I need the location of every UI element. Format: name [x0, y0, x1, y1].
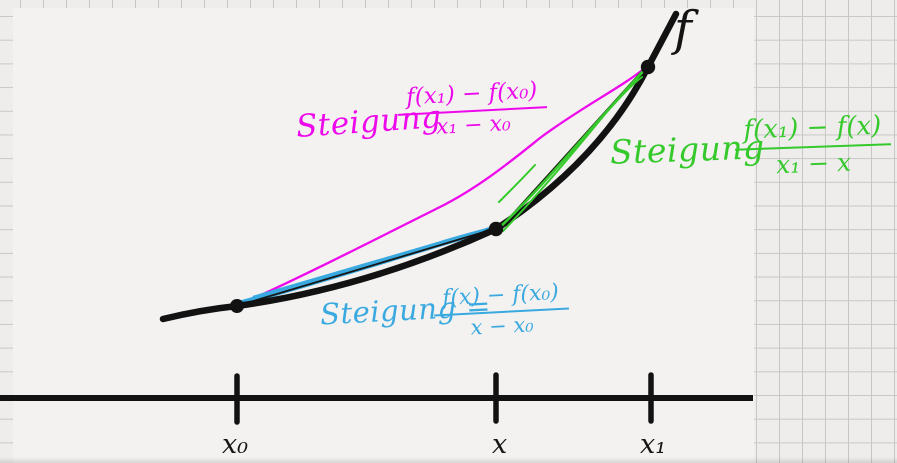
slope-fraction-right-secant: f(x₁) − f(x) x₁ − x	[733, 111, 892, 179]
fraction-denominator: x₁ − x	[775, 147, 852, 179]
function-curve	[159, 10, 680, 323]
slope-fraction-left-secant: f(x) − f(x₀) x − x₀	[432, 280, 570, 342]
function-label: f	[674, 1, 692, 57]
secant-full-line	[237, 66, 647, 307]
secant-right-branch	[498, 164, 536, 203]
axis-label-x: x	[492, 429, 508, 460]
fraction-numerator: f(x) − f(x₀)	[432, 280, 569, 317]
secant-left-highlight-2	[252, 232, 474, 299]
point-x1	[640, 59, 656, 75]
fraction-numerator: f(x₁) − f(x)	[733, 111, 891, 151]
secant-left-core	[239, 228, 495, 306]
fraction-denominator: x₁ − x₀	[435, 111, 512, 141]
secant-right-stroke-2	[502, 76, 643, 232]
fraction-denominator: x − x₀	[469, 312, 535, 340]
axis-label-x0: x₀	[222, 429, 249, 460]
point-x0	[230, 299, 244, 313]
fraction-numerator: f(x₁) − f(x₀)	[396, 78, 548, 117]
slope-fraction-full-secant: f(x₁) − f(x₀) x₁ − x₀	[396, 78, 549, 142]
secant-right-flick	[615, 71, 644, 102]
point-x	[488, 221, 504, 237]
axis-label-x1: x₁	[640, 429, 667, 460]
